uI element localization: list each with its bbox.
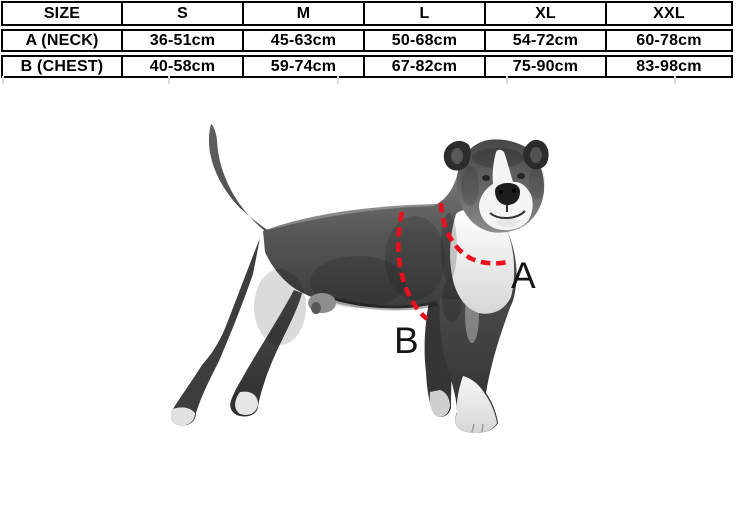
- size-chart-table: SIZE S M L XL XXL A (NECK) 36-51cm 45-63…: [1, 1, 733, 81]
- dog-mouth-line: [489, 205, 526, 219]
- dog-far-hind-foot: [171, 407, 195, 426]
- dog-left-ear-fold: [451, 148, 463, 164]
- chest-value-m: 59-74cm: [242, 55, 365, 78]
- dog-left-cheek-shading: [461, 166, 479, 206]
- neck-label: A: [511, 255, 536, 296]
- header-cell-s: S: [121, 1, 244, 26]
- dog-near-hind-foot: [235, 391, 258, 415]
- dog-right-nostril: [512, 189, 516, 193]
- table-header-row: SIZE S M L XL XXL: [1, 1, 733, 26]
- table-row-neck: A (NECK) 36-51cm 45-63cm 50-68cm 54-72cm…: [1, 29, 733, 52]
- measurement-annotations: A B: [394, 202, 536, 361]
- dog-far-front-foot: [429, 390, 450, 417]
- chest-value-xxl: 83-98cm: [605, 55, 733, 78]
- dog-back-highlight: [267, 202, 436, 230]
- dog-right-cheek-shading: [529, 165, 545, 199]
- dog-toe-lines: [471, 423, 484, 433]
- dog-near-hind-leg: [230, 290, 302, 417]
- dog-far-hind-leg: [171, 238, 260, 426]
- neck-value-xl: 54-72cm: [484, 29, 607, 52]
- header-cell-xl: XL: [484, 1, 607, 26]
- neck-value-s: 36-51cm: [121, 29, 244, 52]
- dog-left-nostril: [499, 190, 503, 194]
- dog-chin: [497, 217, 519, 227]
- header-cell-xxl: XXL: [605, 1, 733, 26]
- dog-shoulder-shading: [385, 216, 445, 300]
- chest-label: B: [394, 320, 419, 361]
- chest-value-l: 67-82cm: [363, 55, 486, 78]
- dog-neck-crease: [441, 213, 457, 281]
- row-label-neck: A (NECK): [1, 29, 123, 52]
- header-cell-size: SIZE: [1, 1, 123, 26]
- dog-belly-shadow: [332, 297, 438, 311]
- dog-right-eye: [517, 173, 525, 179]
- dog-nose: [495, 183, 520, 205]
- row-label-chest: B (CHEST): [1, 55, 123, 78]
- dog-tail: [208, 124, 290, 247]
- dog-thigh-shading: [254, 269, 306, 345]
- dog-sheath-shadow: [311, 302, 321, 314]
- header-cell-m: M: [242, 1, 365, 26]
- chest-value-xl: 75-90cm: [484, 55, 607, 78]
- dog-figure: [171, 124, 549, 433]
- dog-rib-shading: [310, 256, 406, 308]
- dog-left-eye: [482, 175, 490, 181]
- neck-value-xxl: 60-78cm: [605, 29, 733, 52]
- dog-near-front-foot: [455, 376, 497, 433]
- dog-right-ear-fold: [530, 147, 542, 163]
- neck-measure-line: [438, 202, 512, 266]
- table-row-chest: B (CHEST) 40-58cm 59-74cm 67-82cm 75-90c…: [1, 55, 733, 78]
